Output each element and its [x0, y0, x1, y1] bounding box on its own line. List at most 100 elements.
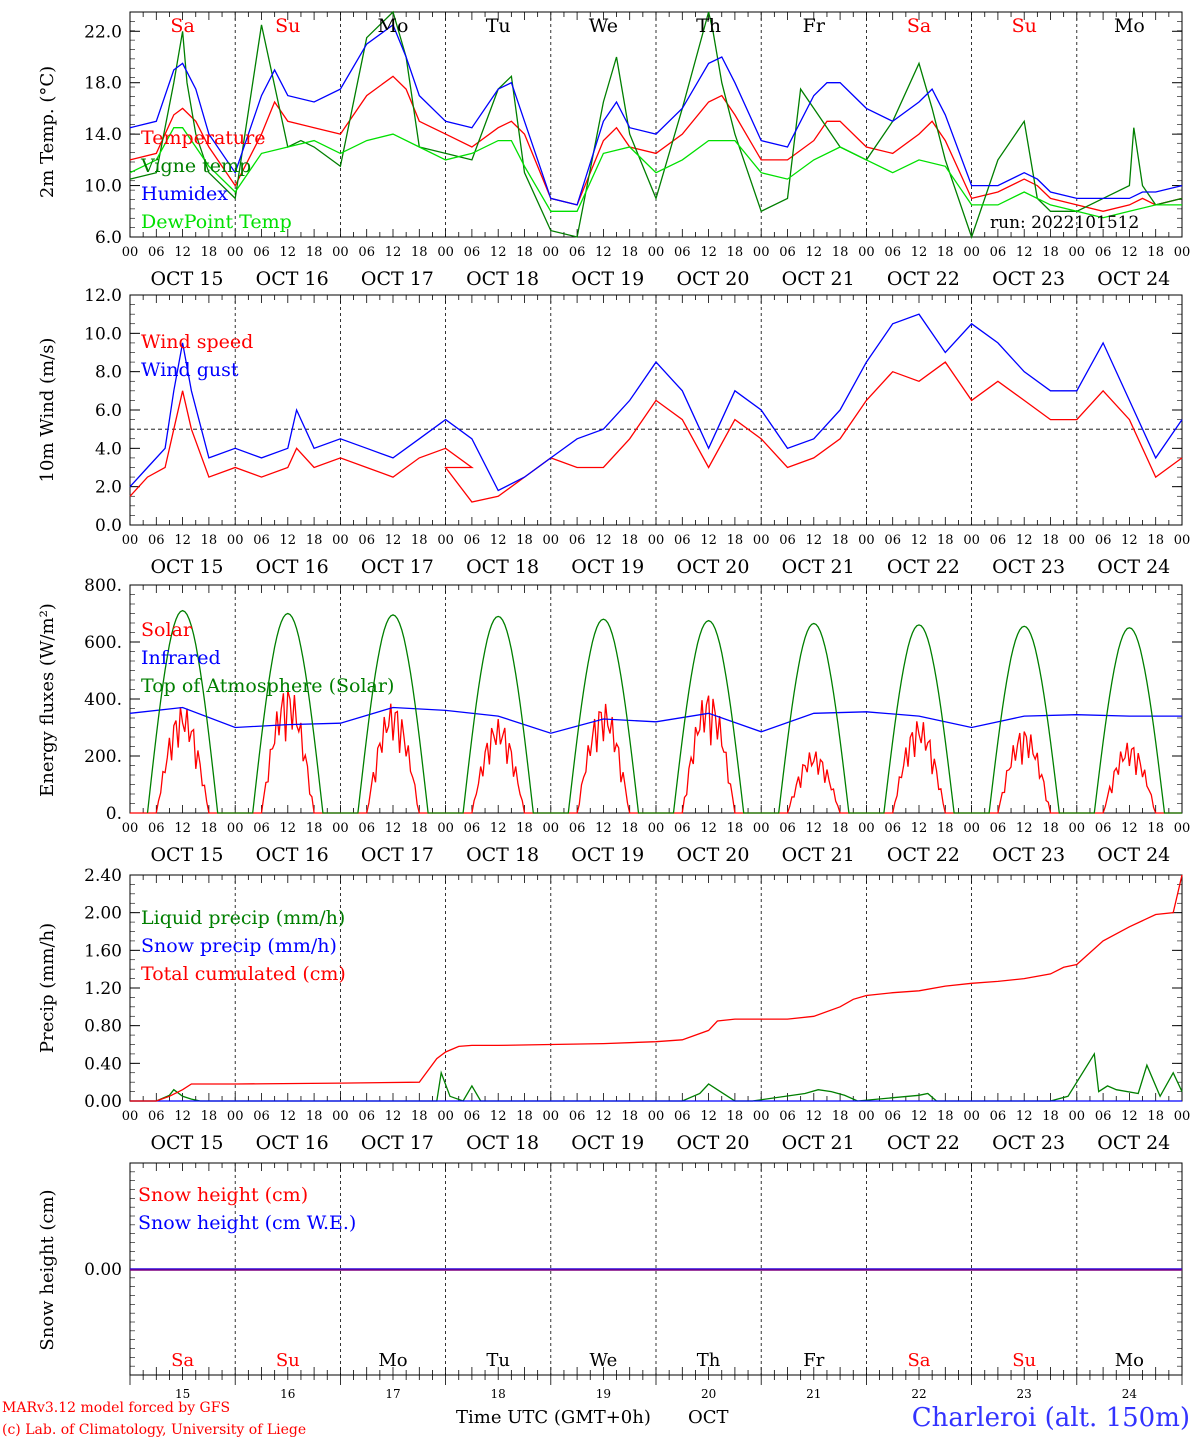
legend-entry: Snow height (cm W.E.): [138, 1212, 356, 1234]
x-hour-label: 18: [1147, 821, 1164, 836]
legend-entry: DewPoint Temp: [141, 211, 292, 233]
y-tick-label: 0.00: [84, 1260, 122, 1280]
y-tick-label: 0.0: [95, 516, 122, 536]
x-hour-label: 12: [280, 245, 297, 260]
x-hour-label: 12: [385, 533, 402, 548]
y-tick-label: 600.: [84, 633, 122, 653]
x-date-label: OCT 23: [992, 1132, 1065, 1154]
x-hour-label: 12: [1016, 821, 1033, 836]
x-hour-label: 18: [516, 245, 533, 260]
x-hour-label: 18: [411, 821, 428, 836]
day-number-label: 16: [280, 1387, 295, 1401]
y-tick-label: 200.: [84, 747, 122, 767]
x-hour-label: 12: [385, 821, 402, 836]
x-date-label: OCT 22: [887, 268, 960, 290]
x-date-label: OCT 22: [887, 1132, 960, 1154]
x-hour-label: 00: [858, 821, 875, 836]
x-hour-label: 12: [385, 245, 402, 260]
x-hour-label: 00: [122, 1109, 139, 1124]
y-tick-label: 6.0: [95, 228, 122, 248]
weekday-label-top: Tu: [486, 15, 511, 37]
x-hour-label: 06: [990, 533, 1007, 548]
x-hour-label: 06: [884, 1109, 901, 1124]
x-hour-label: 12: [911, 245, 928, 260]
legend-entry: Temperature: [141, 127, 265, 149]
station-title: Charleroi (alt. 150m): [912, 1403, 1190, 1433]
x-hour-label: 00: [543, 533, 560, 548]
day-number-label: 21: [806, 1387, 821, 1401]
x-hour-label: 00: [963, 533, 980, 548]
x-hour-label: 18: [411, 245, 428, 260]
legend-entry: Humidex: [141, 183, 228, 205]
x-date-label: OCT 22: [887, 556, 960, 578]
legend-entry: Snow precip (mm/h): [141, 935, 337, 957]
x-hour-label: 06: [1095, 821, 1112, 836]
x-hour-label: 18: [1147, 533, 1164, 548]
x-hour-label: 00: [543, 821, 560, 836]
x-hour-label: 18: [411, 533, 428, 548]
x-date-label: OCT 19: [571, 268, 644, 290]
x-date-label: OCT 17: [361, 1132, 434, 1154]
x-hour-label: 00: [543, 1109, 560, 1124]
weekday-label-top: Su: [275, 15, 300, 37]
x-hour-label: 12: [700, 1109, 717, 1124]
y-axis-label: Precip (mm/h): [37, 923, 58, 1053]
legend-entry: Total cumulated (cm): [141, 963, 346, 985]
x-hour-label: 00: [858, 533, 875, 548]
x-hour-label: 18: [937, 821, 954, 836]
x-date-label: OCT 15: [150, 844, 223, 866]
x-hour-label: 00: [963, 821, 980, 836]
x-hour-label: 18: [727, 1109, 744, 1124]
x-hour-label: 18: [1042, 245, 1059, 260]
day-number-label: 20: [701, 1387, 716, 1401]
x-hour-label: 12: [490, 1109, 507, 1124]
x-hour-label: 12: [595, 821, 612, 836]
x-hour-label: 06: [148, 245, 165, 260]
x-hour-label: 06: [464, 1109, 481, 1124]
x-date-label: OCT 24: [1097, 268, 1170, 290]
x-hour-label: 12: [174, 821, 191, 836]
weekday-label-bottom: Mo: [378, 1350, 407, 1371]
y-axis-label: Snow height (cm): [37, 1189, 58, 1350]
x-hour-label: 00: [122, 533, 139, 548]
x-hour-label: 06: [358, 533, 375, 548]
weekday-label-top: Sa: [907, 15, 931, 37]
y-tick-label: 10.0: [84, 324, 122, 344]
x-hour-label: 00: [648, 245, 665, 260]
x-hour-label: 00: [543, 245, 560, 260]
x-hour-label: 00: [122, 821, 139, 836]
x-date-label: OCT 19: [571, 556, 644, 578]
x-date-label: OCT 23: [992, 556, 1065, 578]
x-hour-label: 06: [148, 533, 165, 548]
weekday-label-top: Su: [1012, 15, 1037, 37]
x-date-label: OCT 17: [361, 268, 434, 290]
x-date-label: OCT 15: [150, 268, 223, 290]
x-hour-label: 06: [569, 533, 586, 548]
x-date-label: OCT 18: [466, 268, 539, 290]
x-hour-label: 06: [148, 1109, 165, 1124]
weekday-label-bottom: Sa: [907, 1350, 930, 1371]
x-hour-label: 00: [437, 1109, 454, 1124]
x-hour-label: 18: [727, 821, 744, 836]
x-hour-label: 18: [937, 533, 954, 548]
x-hour-label: 06: [674, 533, 691, 548]
weekday-label-bottom: Mo: [1115, 1350, 1144, 1371]
x-hour-label: 00: [437, 245, 454, 260]
x-hour-label: 00: [122, 245, 139, 260]
footer-credit-1: MARv3.12 model forced by GFS: [2, 1400, 230, 1416]
x-hour-label: 06: [464, 245, 481, 260]
x-date-label: OCT 15: [150, 556, 223, 578]
x-hour-label: 06: [674, 1109, 691, 1124]
x-hour-label: 12: [490, 533, 507, 548]
y-axis-label: Energy fluxes (W/m²): [37, 603, 58, 797]
x-hour-label: 18: [306, 245, 323, 260]
weekday-label-top: Sa: [170, 15, 194, 37]
x-hour-label: 00: [753, 821, 770, 836]
x-date-label: OCT 17: [361, 844, 434, 866]
x-date-label: OCT 24: [1097, 844, 1170, 866]
x-hour-label: 00: [1069, 821, 1086, 836]
x-hour-label: 12: [174, 1109, 191, 1124]
x-hour-label: 18: [306, 1109, 323, 1124]
x-hour-label: 00: [648, 821, 665, 836]
x-hour-label: 18: [1147, 245, 1164, 260]
